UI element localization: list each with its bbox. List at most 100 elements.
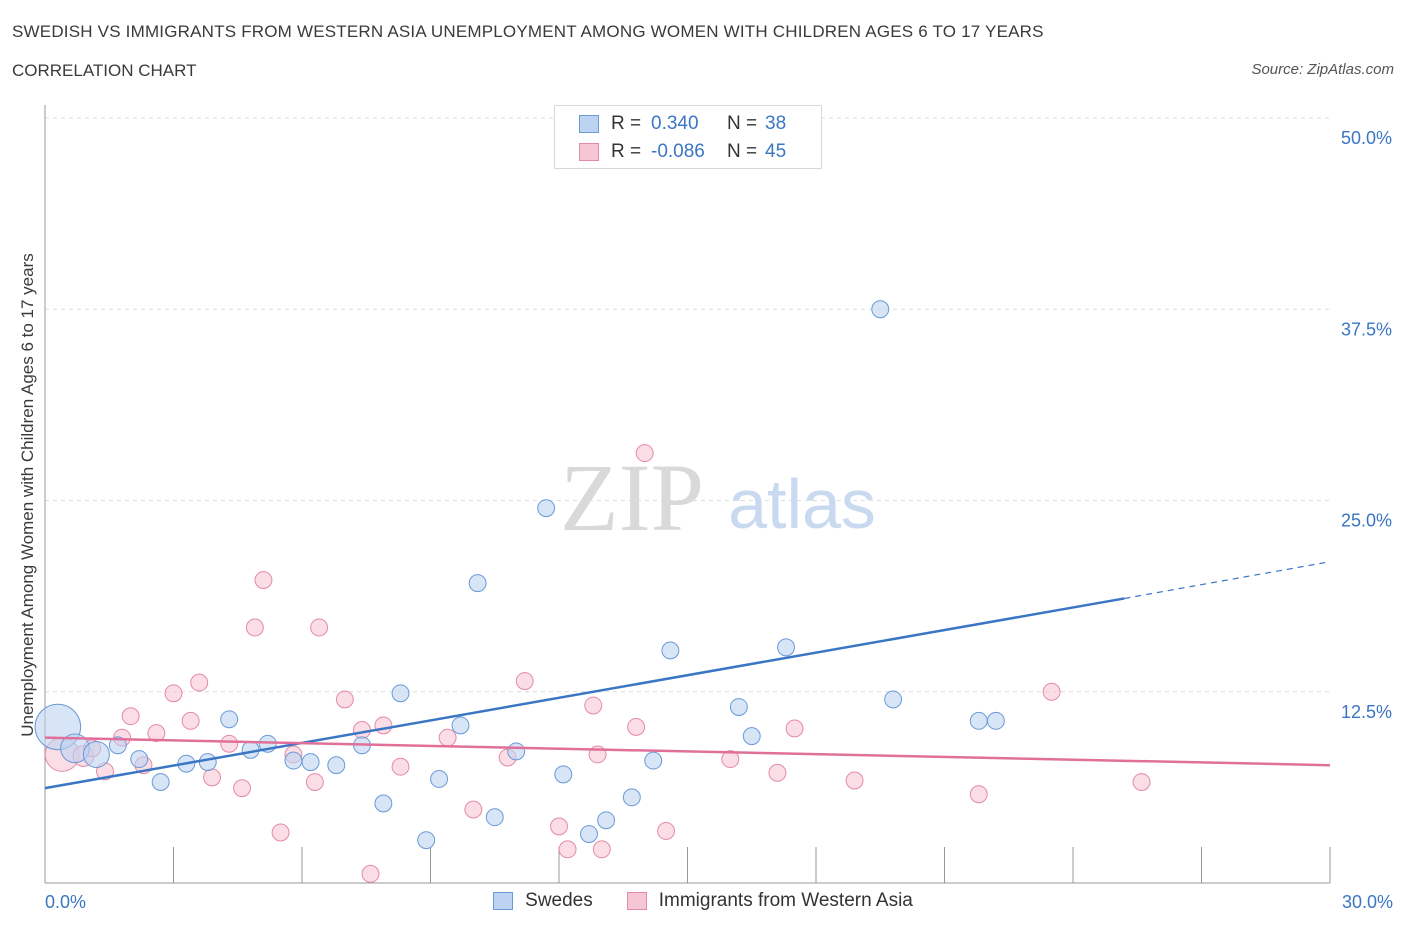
point-western-asia [1132,773,1151,791]
legend-r-label: R = [611,141,642,162]
chart-subtitle: CORRELATION CHART [12,61,197,80]
point-western-asia [361,864,380,883]
point-swedes [468,574,487,593]
point-swedes [430,770,449,788]
point-swedes [220,710,239,729]
point-western-asia [635,444,654,463]
legend-r-value: 0.340 [651,113,699,134]
legend-n-value: 45 [765,141,787,162]
y-axis-label: Unemployment Among Women with Children A… [18,253,37,737]
point-western-asia [391,757,410,776]
point-western-asia [845,771,864,790]
point-swedes [580,825,598,843]
legend-swatch-swedes [493,892,514,910]
x-tick-label: 0.0% [45,892,86,912]
point-swedes [884,690,903,709]
legend-item-swedes[interactable]: Swedes [493,890,593,912]
y-tick-label: 50.0% [1341,128,1392,148]
legend-item-western-asia[interactable]: Immigrants from Western Asia [626,890,913,912]
legend-r-value: -0.086 [651,141,705,162]
watermark: ZIP atlas [560,444,876,551]
y-tick-label: 25.0% [1341,511,1392,531]
point-swedes [537,499,556,518]
point-western-asia [203,768,222,787]
point-western-asia [164,684,183,703]
point-swedes [391,684,410,703]
point-western-asia [1042,682,1061,701]
point-swedes [108,736,127,755]
point-western-asia [305,773,324,791]
point-swedes [284,751,303,770]
point-western-asia [785,719,804,738]
legend-row-western-asia: R = -0.086 N = 45 [579,140,786,164]
point-swedes [151,773,170,791]
grid-lines [45,117,1330,693]
trend-line-swedes-extension [1124,561,1331,600]
trend-line-western-asia [44,736,1331,767]
point-swedes [644,751,663,770]
point-western-asia [584,696,603,715]
tick-labels: 12.5% 25.0% 37.5% 50.0% 0.0% 30.0% [45,128,1393,912]
point-swedes [969,711,988,730]
data-points [34,300,1151,883]
legend-label-swedes: Swedes [525,890,593,911]
point-swedes [554,765,573,784]
trend-lines [44,561,1331,790]
point-western-asia [121,707,140,726]
point-western-asia [335,690,354,709]
point-swedes [374,794,393,813]
point-swedes [417,831,436,850]
point-western-asia [245,618,264,637]
source-label: Source: ZipAtlas.com [1251,61,1394,78]
point-western-asia [550,817,568,836]
x-tick-label: 30.0% [1342,892,1393,912]
point-swedes [198,753,217,772]
point-western-asia [558,840,577,859]
point-western-asia [353,721,371,739]
legend-swatch-western-asia [579,143,599,161]
point-swedes [451,716,470,735]
point-swedes [507,742,526,761]
point-swedes [622,788,641,807]
point-swedes [742,727,761,746]
point-western-asia [627,717,646,736]
point-western-asia [515,672,534,690]
series-legend: Swedes Immigrants from Western Asia [0,890,1406,912]
legend-n-label: N = [727,141,758,162]
point-western-asia [438,728,457,747]
point-western-asia [768,763,787,782]
point-western-asia [181,711,200,730]
y-tick-label: 37.5% [1341,319,1392,339]
point-western-asia [374,716,393,735]
point-western-asia [233,779,251,798]
point-swedes [597,811,616,830]
point-western-asia [310,618,329,637]
point-western-asia [657,822,676,840]
point-western-asia [254,571,273,590]
point-swedes [777,638,795,657]
legend-n-label: N = [727,113,758,134]
point-swedes [327,756,346,775]
trend-line-swedes [44,597,1125,790]
point-swedes [661,641,680,660]
point-western-asia [969,785,988,804]
legend-swatch-western-asia [626,892,647,910]
legend-row-swedes: R = 0.340 N = 38 [579,112,786,136]
legend-label-western-asia: Immigrants from Western Asia [658,890,913,911]
point-swedes [871,300,890,319]
point-western-asia [721,750,740,769]
watermark-zip: ZIP [560,444,704,551]
point-western-asia [271,823,290,842]
point-western-asia [464,800,483,819]
point-swedes [729,698,748,716]
point-western-asia [147,724,166,743]
point-western-asia [220,734,239,753]
point-swedes [986,711,1005,730]
y-tick-label: 12.5% [1341,702,1392,722]
point-swedes [301,753,320,772]
point-swedes [82,740,110,768]
watermark-atlas: atlas [728,465,876,543]
legend-r-label: R = [611,113,642,134]
stats-legend: R = 0.340 N = 38 R = -0.086 N = 45 [554,105,822,169]
